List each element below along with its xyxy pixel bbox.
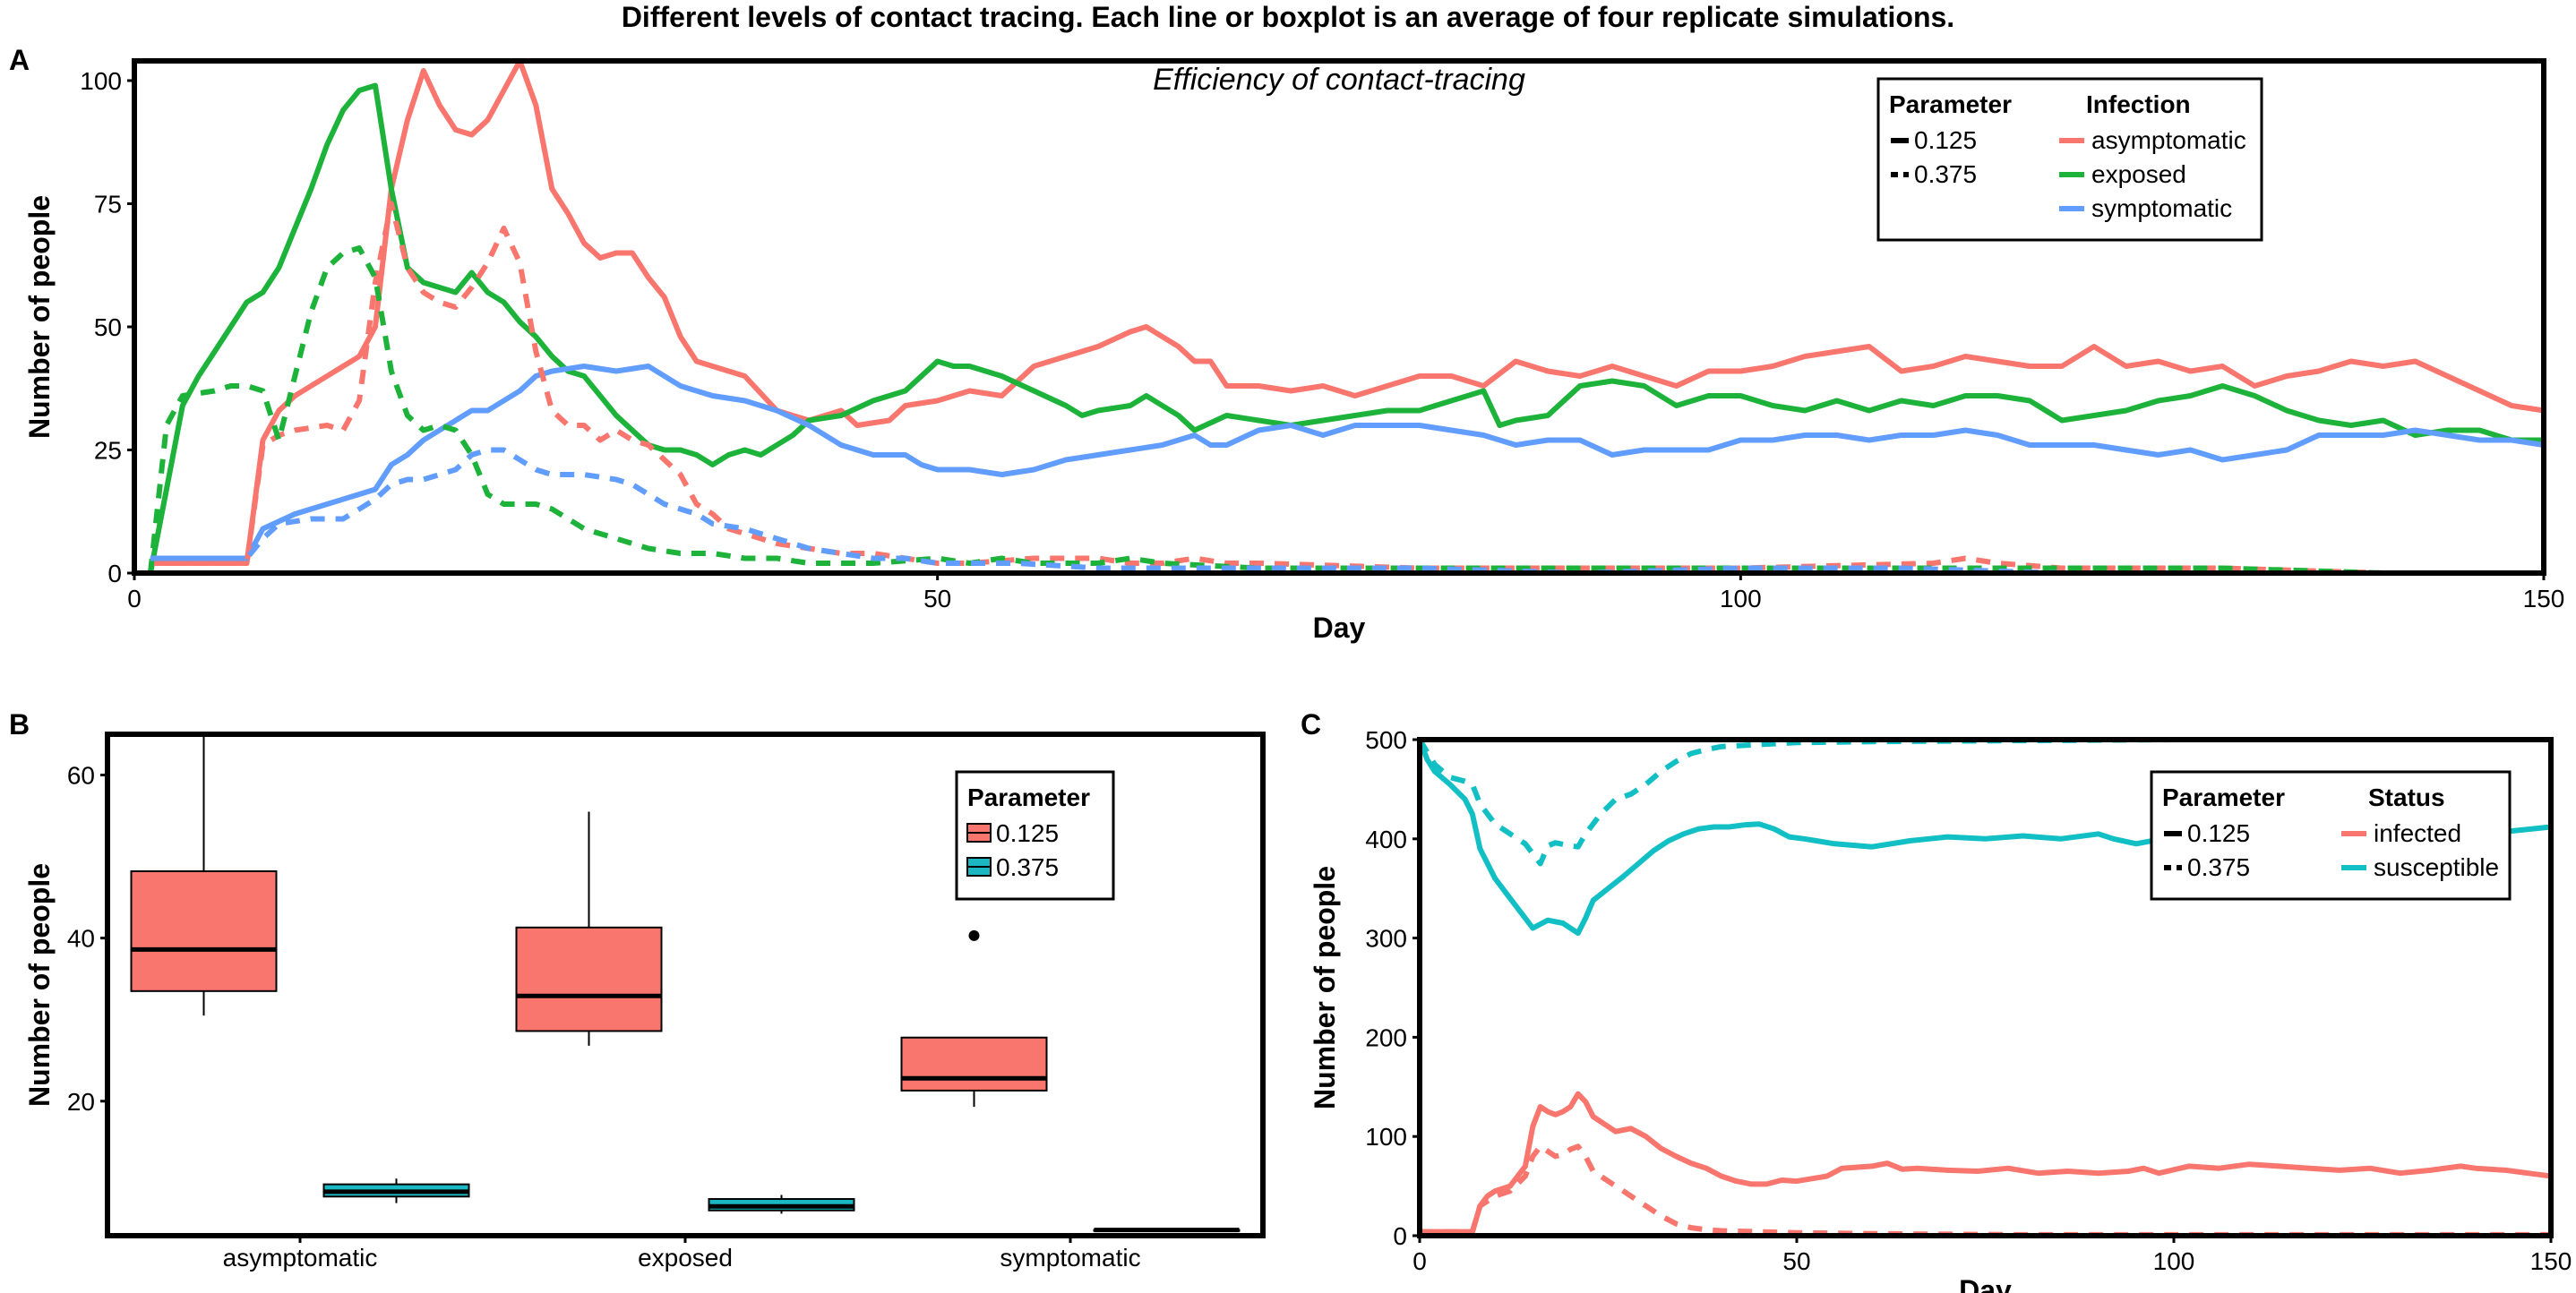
y-tick-label: 60: [67, 762, 95, 790]
y-tick-label: 25: [94, 437, 122, 465]
series-line-asymptomatic-0.375: [150, 201, 2544, 576]
legend-title-parameter: Parameter: [2162, 784, 2285, 811]
series-line-asymptomatic-0.125: [150, 58, 2545, 566]
legend: Parameter 0.125 0.375: [955, 770, 1115, 901]
legend-title-color: Infection: [2086, 90, 2191, 118]
plot-frame: [1417, 737, 2554, 1238]
x-tick-label: 150: [2523, 585, 2565, 612]
plot-annotation: Efficiency of contact-tracing: [1153, 63, 1525, 97]
series-line-exposed-0.375: [147, 245, 2544, 576]
box-layer: [130, 734, 1241, 1233]
x-tick-label: 100: [2153, 1247, 2195, 1275]
legend-box: [955, 770, 1115, 901]
series-line-exposed-0.125: [147, 82, 2544, 574]
x-tick-label: 50: [923, 585, 951, 612]
legend-box: [2150, 770, 2512, 901]
legend-title: Parameter: [967, 784, 1090, 811]
legend-title-color: Status: [2368, 784, 2445, 811]
x-tick-label: 0: [127, 585, 142, 612]
box-outlier: [968, 929, 980, 941]
plot-frame: [132, 58, 2546, 576]
legend-label-parameter: 0.125: [2187, 819, 2250, 847]
legend-title-parameter: Parameter: [1889, 90, 2012, 118]
y-tick-label: 0: [1393, 1222, 1407, 1250]
y-tick-label: 100: [1365, 1123, 1407, 1151]
box-exposed-0.375: [708, 1195, 855, 1214]
panel-c: C 0 50 100 150 0 100 200 300 400 500 Day Number of p…: [1301, 708, 2572, 1293]
legend: Parameter 0.125 0.375 Status infected suscept…: [2150, 770, 2512, 901]
box-body: [900, 1036, 1048, 1092]
x-tick-label: 100: [1720, 585, 1762, 612]
y-tick-label: 50: [94, 313, 122, 341]
box-symptomatic-0.125: [900, 929, 1048, 1108]
y-tick-label: 200: [1365, 1023, 1407, 1051]
series-line-infected-0.125: [1420, 1091, 2552, 1235]
y-tick-label: 75: [94, 191, 122, 218]
legend-label-color: asymptomatic: [2091, 126, 2246, 154]
series-line-infected-0.375: [1420, 1143, 2551, 1237]
x-tick-label: symptomatic: [1000, 1244, 1140, 1272]
series-line-symptomatic-0.125: [150, 364, 2545, 561]
figure-title: Different levels of contact tracing. Eac…: [622, 1, 1954, 33]
box-body: [515, 926, 663, 1032]
legend-label-parameter: 0.125: [1914, 126, 1977, 154]
panel-letter: A: [9, 44, 30, 76]
box-asymptomatic-0.375: [322, 1178, 470, 1203]
y-axis-label: Number of people: [23, 195, 56, 439]
series-line-symptomatic-0.375: [150, 447, 2544, 576]
legend-label: 0.125: [996, 819, 1059, 847]
y-tick-label: 100: [80, 67, 122, 95]
y-tick-label: 20: [67, 1088, 95, 1116]
legend-label-parameter: 0.375: [2187, 853, 2250, 881]
x-tick-label: 0: [1413, 1247, 1427, 1275]
y-tick-label: 300: [1365, 925, 1407, 953]
panel-a: A 0 50 100 150 0 25 50 75 100 Day Number of people E…: [9, 44, 2564, 644]
x-tick-label: asymptomatic: [223, 1244, 378, 1272]
legend-label-color: symptomatic: [2091, 194, 2232, 222]
legend-box: [1876, 77, 2263, 242]
legend-label-color: susceptible: [2374, 853, 2499, 881]
box-exposed-0.125: [515, 811, 663, 1046]
legend-label-color: infected: [2374, 819, 2461, 847]
panel-letter: B: [9, 708, 30, 741]
y-tick-label: 400: [1365, 826, 1407, 853]
x-tick-label: 150: [2530, 1247, 2572, 1275]
x-axis-label: Day: [1959, 1274, 2012, 1293]
legend-label: 0.375: [996, 853, 1059, 881]
box-asymptomatic-0.125: [130, 734, 278, 1016]
panel-letter: C: [1301, 708, 1321, 741]
y-tick-label: 500: [1365, 726, 1407, 754]
x-tick-label: exposed: [638, 1244, 733, 1272]
y-axis-label: Number of people: [23, 863, 56, 1107]
x-axis-label: Day: [1313, 612, 1366, 644]
y-tick-label: 0: [107, 560, 122, 587]
legend-label-parameter: 0.375: [1914, 160, 1977, 188]
y-axis-label: Number of people: [1309, 866, 1341, 1109]
x-tick-label: 50: [1782, 1247, 1810, 1275]
legend-label-color: exposed: [2091, 160, 2186, 188]
box-body: [130, 869, 278, 992]
legend: Parameter 0.125 0.375 Infection asymptomatic…: [1876, 77, 2263, 242]
y-tick-label: 40: [67, 925, 95, 953]
box-symptomatic-0.375: [1093, 1228, 1241, 1233]
